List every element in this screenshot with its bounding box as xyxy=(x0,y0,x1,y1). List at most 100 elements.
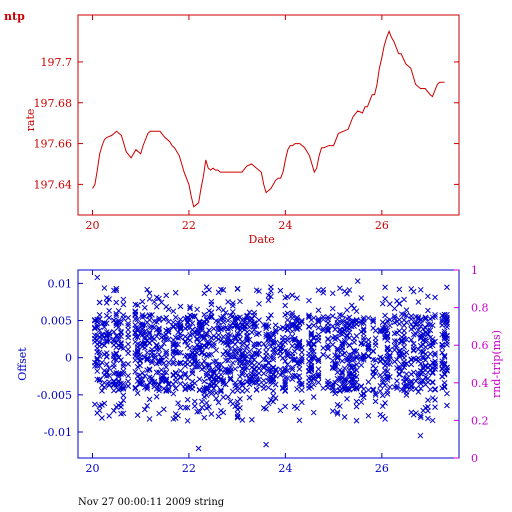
offset-point xyxy=(99,331,105,338)
offset-point xyxy=(315,366,322,373)
offset-point xyxy=(165,326,172,333)
offset-point xyxy=(441,380,448,386)
offset-point xyxy=(113,350,120,357)
offset-point xyxy=(320,316,327,323)
offset-point xyxy=(403,388,410,395)
offset-point xyxy=(408,336,415,343)
offset-point xyxy=(365,353,372,359)
offset-point xyxy=(337,375,343,381)
offset-point xyxy=(120,410,127,417)
offset-point xyxy=(310,381,317,388)
offset-point xyxy=(222,381,229,388)
offset-point xyxy=(125,320,132,327)
offset-point xyxy=(410,347,417,354)
offset-point xyxy=(156,325,162,332)
offset-point xyxy=(118,319,124,326)
offset-point xyxy=(139,369,146,376)
offset-point xyxy=(177,359,184,366)
offset-x-tick-label: 26 xyxy=(375,462,389,475)
offset-point xyxy=(244,353,250,360)
offset-point xyxy=(298,380,305,387)
offset-point xyxy=(265,384,272,391)
offset-point xyxy=(172,314,179,321)
rate-x-tick-label: 24 xyxy=(278,219,292,232)
offset-point xyxy=(325,320,331,326)
offset-point xyxy=(294,295,300,301)
offset-point xyxy=(329,323,336,329)
offset-point xyxy=(177,326,184,333)
offset-point xyxy=(296,417,303,424)
offset-point xyxy=(339,331,346,338)
offset-point xyxy=(227,354,234,360)
offset-point xyxy=(401,296,407,303)
offset-point xyxy=(191,313,198,320)
offset-point xyxy=(96,316,103,322)
offset-point xyxy=(256,365,262,372)
offset-point xyxy=(346,287,353,293)
offset-point xyxy=(137,354,143,361)
offset-point xyxy=(244,343,250,350)
offset-point xyxy=(256,347,262,354)
offset-point xyxy=(177,374,184,381)
offset-point xyxy=(144,355,151,361)
offset-point xyxy=(199,327,205,334)
offset-point xyxy=(417,316,424,323)
offset-point xyxy=(170,358,177,365)
offset-point xyxy=(341,340,348,346)
offset-point xyxy=(227,367,234,374)
offset-point xyxy=(156,326,162,333)
offset-point xyxy=(372,342,379,349)
offset-point xyxy=(298,382,305,389)
offset-point xyxy=(284,361,291,368)
offset-point xyxy=(232,348,239,355)
offset-point xyxy=(370,373,377,380)
offset-point xyxy=(394,356,400,363)
offset-point xyxy=(353,373,360,380)
offset-point xyxy=(284,294,291,300)
offset-point xyxy=(396,328,403,334)
offset-point xyxy=(422,338,429,345)
offset-point xyxy=(256,288,262,295)
offset-point xyxy=(265,339,272,346)
offset-point xyxy=(103,354,110,360)
offset-point xyxy=(444,390,450,397)
offset-point xyxy=(403,336,410,343)
offset-point xyxy=(346,356,353,363)
offset-point xyxy=(332,326,338,333)
offset-point xyxy=(96,353,103,359)
offset-point xyxy=(225,349,231,356)
offset-point xyxy=(163,336,170,343)
offset-point xyxy=(403,312,410,319)
offset-point xyxy=(410,347,417,353)
offset-point xyxy=(146,329,153,336)
offset-point xyxy=(120,315,127,322)
offset-point xyxy=(358,295,365,301)
offset-point xyxy=(348,352,355,359)
offset-point xyxy=(348,302,355,309)
offset-point xyxy=(284,353,291,359)
offset-point xyxy=(403,377,410,383)
offset-point xyxy=(391,338,398,344)
rndtrip-y-tick-label: 0 xyxy=(471,452,478,465)
offset-point xyxy=(332,360,338,367)
offset-point xyxy=(96,377,103,384)
offset-point xyxy=(272,366,279,373)
offset-point xyxy=(265,315,272,322)
offset-point xyxy=(408,378,415,384)
offset-point xyxy=(294,386,300,392)
offset-point xyxy=(158,299,165,306)
offset-point xyxy=(220,394,227,401)
offset-point xyxy=(141,304,148,311)
offset-point xyxy=(125,383,132,389)
offset-point xyxy=(175,400,181,406)
offset-point xyxy=(353,417,360,424)
rndtrip-y-tick-label: 0.4 xyxy=(471,377,489,390)
offset-point xyxy=(160,360,167,366)
offset-point xyxy=(215,305,222,312)
offset-point xyxy=(182,370,189,377)
offset-point xyxy=(172,289,179,296)
offset-point xyxy=(265,359,272,366)
offset-point xyxy=(146,330,153,337)
offset-point xyxy=(232,366,239,372)
offset-point xyxy=(308,330,315,336)
